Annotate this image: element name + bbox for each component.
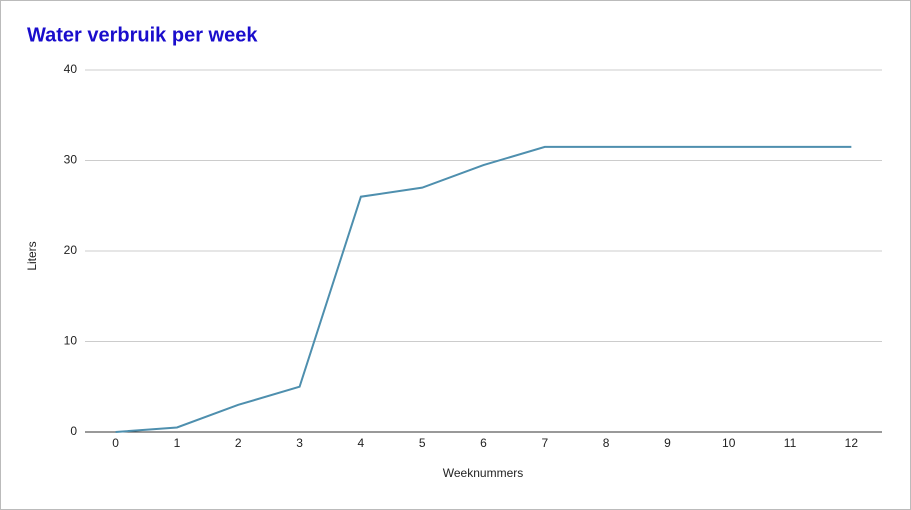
x-tick-label: 5 bbox=[419, 436, 426, 450]
x-tick-label: 2 bbox=[235, 436, 242, 450]
x-tick-label: 12 bbox=[845, 436, 859, 450]
x-tick-label: 6 bbox=[480, 436, 487, 450]
y-tick-label: 40 bbox=[64, 62, 78, 76]
x-tick-label: 10 bbox=[722, 436, 736, 450]
data-line bbox=[115, 145, 852, 433]
x-tick-label: 8 bbox=[603, 436, 610, 450]
y-tick-label: 20 bbox=[64, 243, 78, 257]
x-tick-label: 1 bbox=[174, 436, 181, 450]
chart-title: Water verbruik per week bbox=[27, 24, 258, 46]
y-tick-label: 30 bbox=[64, 153, 78, 167]
y-tick-label: 0 bbox=[70, 424, 77, 438]
x-tick-label: 3 bbox=[296, 436, 303, 450]
x-tick-label: 11 bbox=[784, 436, 797, 450]
y-axis-title: Liters bbox=[25, 241, 39, 270]
x-tick-label: 7 bbox=[541, 436, 548, 450]
x-axis-title: Weeknummers bbox=[443, 466, 523, 480]
y-tick-label: 10 bbox=[64, 334, 78, 348]
x-tick-label: 0 bbox=[112, 436, 119, 450]
x-tick-label: 9 bbox=[664, 436, 671, 450]
x-tick-label: 4 bbox=[358, 436, 365, 450]
